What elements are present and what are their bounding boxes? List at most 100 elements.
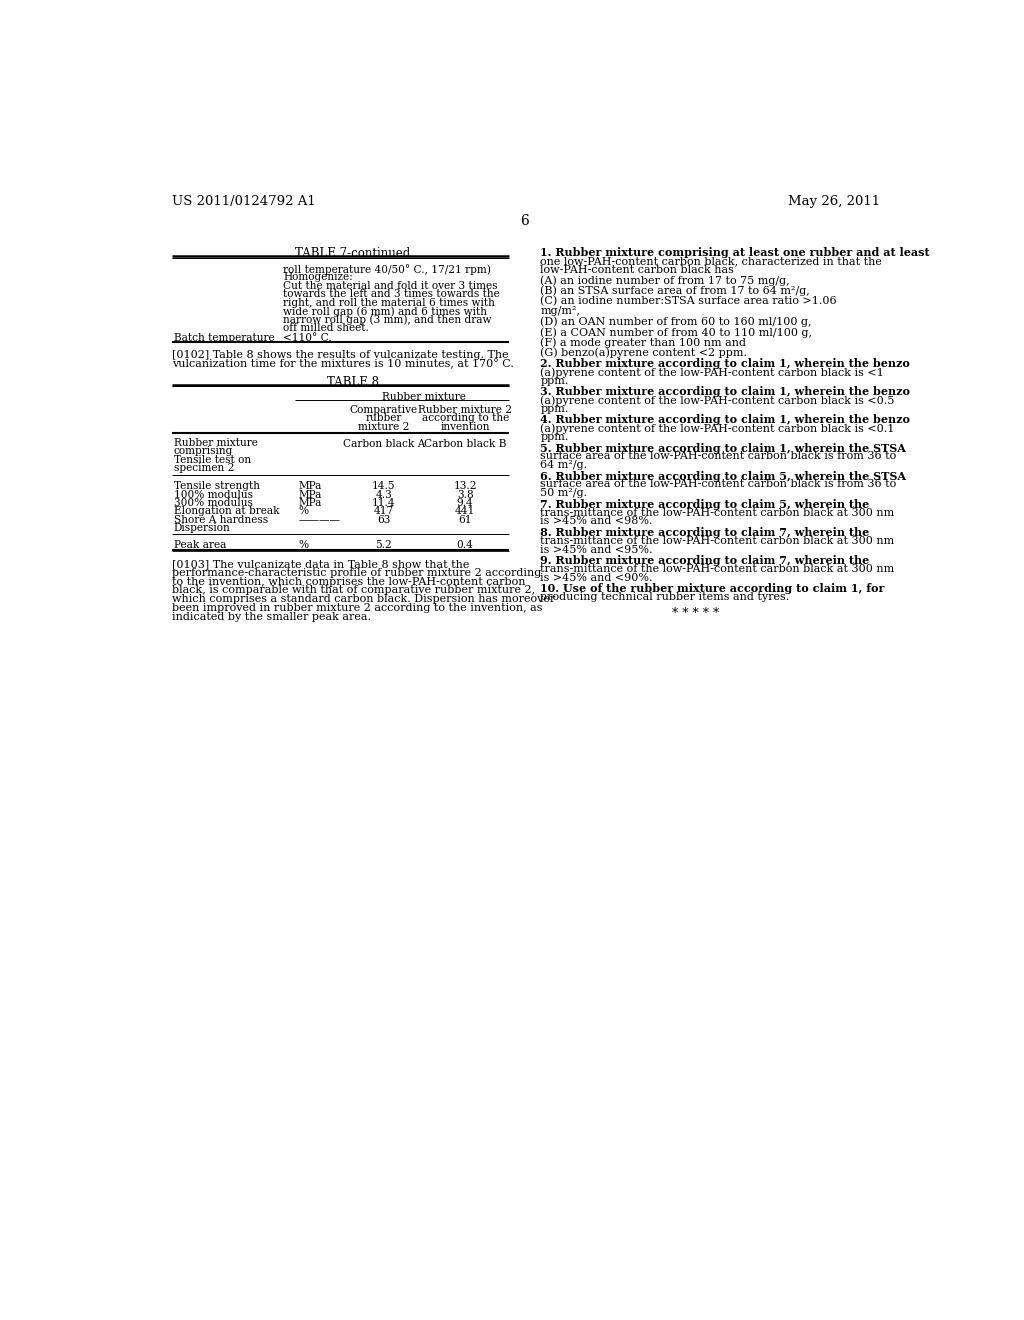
Text: Dispersion: Dispersion xyxy=(174,524,230,533)
Text: narrow roll gap (3 mm), and then draw: narrow roll gap (3 mm), and then draw xyxy=(283,314,492,325)
Text: 3. Rubber mixture according to claim 1, wherein the benzo: 3. Rubber mixture according to claim 1, … xyxy=(541,387,910,397)
Text: Shore A hardness: Shore A hardness xyxy=(174,515,268,525)
Text: low-PAH-content carbon black has: low-PAH-content carbon black has xyxy=(541,264,734,275)
Text: performance-characteristic profile of rubber mixture 2 according: performance-characteristic profile of ru… xyxy=(172,568,542,578)
Text: <110° C.: <110° C. xyxy=(283,333,332,343)
Text: %: % xyxy=(299,507,308,516)
Text: invention: invention xyxy=(440,422,489,432)
Text: 4. Rubber mixture according to claim 1, wherein the benzo: 4. Rubber mixture according to claim 1, … xyxy=(541,414,910,425)
Text: comprising: comprising xyxy=(174,446,233,457)
Text: mg/m²,: mg/m², xyxy=(541,306,581,317)
Text: ————: ———— xyxy=(299,515,341,525)
Text: Rubber mixture: Rubber mixture xyxy=(174,438,258,447)
Text: MPa: MPa xyxy=(299,498,322,508)
Text: mixture 2: mixture 2 xyxy=(358,422,410,432)
Text: (a)pyrene content of the low-PAH-content carbon black is <0.5: (a)pyrene content of the low-PAH-content… xyxy=(541,395,895,405)
Text: Homogenize:: Homogenize: xyxy=(283,272,352,282)
Text: MPa: MPa xyxy=(299,490,322,499)
Text: US 2011/0124792 A1: US 2011/0124792 A1 xyxy=(172,195,316,209)
Text: 14.5: 14.5 xyxy=(372,480,395,491)
Text: 3.8: 3.8 xyxy=(457,490,473,499)
Text: specimen 2: specimen 2 xyxy=(174,463,234,474)
Text: 7. Rubber mixture according to claim 5, wherein the: 7. Rubber mixture according to claim 5, … xyxy=(541,499,869,510)
Text: 61: 61 xyxy=(459,515,472,525)
Text: Carbon black A: Carbon black A xyxy=(343,440,425,449)
Text: 4.3: 4.3 xyxy=(376,490,392,499)
Text: producing technical rubber items and tyres.: producing technical rubber items and tyr… xyxy=(541,591,790,602)
Text: 5. Rubber mixture according to claim 1, wherein the STSA: 5. Rubber mixture according to claim 1, … xyxy=(541,442,906,454)
Text: (E) a COAN number of from 40 to 110 ml/100 g,: (E) a COAN number of from 40 to 110 ml/1… xyxy=(541,327,812,338)
Text: indicated by the smaller peak area.: indicated by the smaller peak area. xyxy=(172,612,371,622)
Text: wide roll gap (6 mm) and 6 times with: wide roll gap (6 mm) and 6 times with xyxy=(283,306,487,317)
Text: ppm.: ppm. xyxy=(541,376,568,385)
Text: 6. Rubber mixture according to claim 5, wherein the STSA: 6. Rubber mixture according to claim 5, … xyxy=(541,471,906,482)
Text: (C) an iodine number:STSA surface area ratio >1.06: (C) an iodine number:STSA surface area r… xyxy=(541,296,837,306)
Text: right, and roll the material 6 times with: right, and roll the material 6 times wit… xyxy=(283,298,495,308)
Text: Batch temperature: Batch temperature xyxy=(174,333,275,343)
Text: trans-mittance of the low-PAH-content carbon black at 300 nm: trans-mittance of the low-PAH-content ca… xyxy=(541,508,895,517)
Text: Peak area: Peak area xyxy=(174,540,226,550)
Text: (B) an STSA surface area of from 17 to 64 m²/g,: (B) an STSA surface area of from 17 to 6… xyxy=(541,285,810,296)
Text: (a)pyrene content of the low-PAH-content carbon black is <0.1: (a)pyrene content of the low-PAH-content… xyxy=(541,424,895,434)
Text: rubber: rubber xyxy=(366,413,402,424)
Text: 9.4: 9.4 xyxy=(457,498,473,508)
Text: 5.2: 5.2 xyxy=(376,540,392,550)
Text: 63: 63 xyxy=(377,515,390,525)
Text: surface area of the low-PAH-content carbon black is from 36 to: surface area of the low-PAH-content carb… xyxy=(541,479,897,490)
Text: trans-mittance of the low-PAH-content carbon black at 300 nm: trans-mittance of the low-PAH-content ca… xyxy=(541,564,895,574)
Text: is >45% and <95%.: is >45% and <95%. xyxy=(541,545,653,554)
Text: %: % xyxy=(299,540,308,550)
Text: 0.4: 0.4 xyxy=(457,540,473,550)
Text: surface area of the low-PAH-content carbon black is from 36 to: surface area of the low-PAH-content carb… xyxy=(541,451,897,462)
Text: Tensile strength: Tensile strength xyxy=(174,480,260,491)
Text: 11.4: 11.4 xyxy=(372,498,395,508)
Text: 300% modulus: 300% modulus xyxy=(174,498,253,508)
Text: been improved in rubber mixture 2 according to the invention, as: been improved in rubber mixture 2 accord… xyxy=(172,603,543,612)
Text: Rubber mixture 2: Rubber mixture 2 xyxy=(418,405,512,414)
Text: off milled sheet.: off milled sheet. xyxy=(283,323,369,333)
Text: [0103] The vulcanizate data in Table 8 show that the: [0103] The vulcanizate data in Table 8 s… xyxy=(172,558,470,569)
Text: trans-mittance of the low-PAH-content carbon black at 300 nm: trans-mittance of the low-PAH-content ca… xyxy=(541,536,895,545)
Text: (G) benzo(a)pyrene content <2 ppm.: (G) benzo(a)pyrene content <2 ppm. xyxy=(541,348,748,359)
Text: 417: 417 xyxy=(374,507,394,516)
Text: 441: 441 xyxy=(455,507,475,516)
Text: TABLE 7-continued: TABLE 7-continued xyxy=(295,247,411,260)
Text: Tensile test on: Tensile test on xyxy=(174,455,251,465)
Text: 6: 6 xyxy=(520,214,529,228)
Text: ppm.: ppm. xyxy=(541,432,568,442)
Text: towards the left and 3 times towards the: towards the left and 3 times towards the xyxy=(283,289,500,300)
Text: is >45% and <90%.: is >45% and <90%. xyxy=(541,573,653,582)
Text: Rubber mixture: Rubber mixture xyxy=(383,392,466,403)
Text: ppm.: ppm. xyxy=(541,404,568,414)
Text: which comprises a standard carbon black. Dispersion has moreover: which comprises a standard carbon black.… xyxy=(172,594,555,605)
Text: 50 m²/g.: 50 m²/g. xyxy=(541,488,588,499)
Text: (a)pyrene content of the low-PAH-content carbon black is <1: (a)pyrene content of the low-PAH-content… xyxy=(541,367,884,378)
Text: 1. Rubber mixture comprising at least one rubber and at least: 1. Rubber mixture comprising at least on… xyxy=(541,247,930,257)
Text: (D) an OAN number of from 60 to 160 ml/100 g,: (D) an OAN number of from 60 to 160 ml/1… xyxy=(541,317,812,327)
Text: (A) an iodine number of from 17 to 75 mg/g,: (A) an iodine number of from 17 to 75 mg… xyxy=(541,275,790,285)
Text: is >45% and <98%.: is >45% and <98%. xyxy=(541,516,653,527)
Text: one low-PAH-content carbon black, characterized in that the: one low-PAH-content carbon black, charac… xyxy=(541,256,882,265)
Text: 13.2: 13.2 xyxy=(454,480,477,491)
Text: 10. Use of the rubber mixture according to claim 1, for: 10. Use of the rubber mixture according … xyxy=(541,583,885,594)
Text: Cut the material and fold it over 3 times: Cut the material and fold it over 3 time… xyxy=(283,281,498,290)
Text: to the invention, which comprises the low-PAH-content carbon: to the invention, which comprises the lo… xyxy=(172,577,525,586)
Text: Comparative: Comparative xyxy=(349,405,418,414)
Text: 9. Rubber mixture according to claim 7, wherein the: 9. Rubber mixture according to claim 7, … xyxy=(541,554,869,566)
Text: 8. Rubber mixture according to claim 7, wherein the: 8. Rubber mixture according to claim 7, … xyxy=(541,527,869,537)
Text: vulcanization time for the mixtures is 10 minutes, at 170° C.: vulcanization time for the mixtures is 1… xyxy=(172,359,514,370)
Text: (F) a mode greater than 100 nm and: (F) a mode greater than 100 nm and xyxy=(541,338,746,348)
Text: Elongation at break: Elongation at break xyxy=(174,507,280,516)
Text: roll temperature 40/50° C., 17/21 rpm): roll temperature 40/50° C., 17/21 rpm) xyxy=(283,264,490,275)
Text: 2. Rubber mixture according to claim 1, wherein the benzo: 2. Rubber mixture according to claim 1, … xyxy=(541,358,910,370)
Text: May 26, 2011: May 26, 2011 xyxy=(787,195,880,209)
Text: TABLE 8: TABLE 8 xyxy=(327,376,379,388)
Text: Carbon black B: Carbon black B xyxy=(424,440,506,449)
Text: 64 m²/g.: 64 m²/g. xyxy=(541,461,588,470)
Text: 100% modulus: 100% modulus xyxy=(174,490,253,499)
Text: * * * * *: * * * * * xyxy=(672,607,719,620)
Text: MPa: MPa xyxy=(299,480,322,491)
Text: [0102] Table 8 shows the results of vulcanizate testing. The: [0102] Table 8 shows the results of vulc… xyxy=(172,350,509,360)
Text: according to the: according to the xyxy=(422,413,509,424)
Text: black, is comparable with that of comparative rubber mixture 2,: black, is comparable with that of compar… xyxy=(172,585,536,595)
